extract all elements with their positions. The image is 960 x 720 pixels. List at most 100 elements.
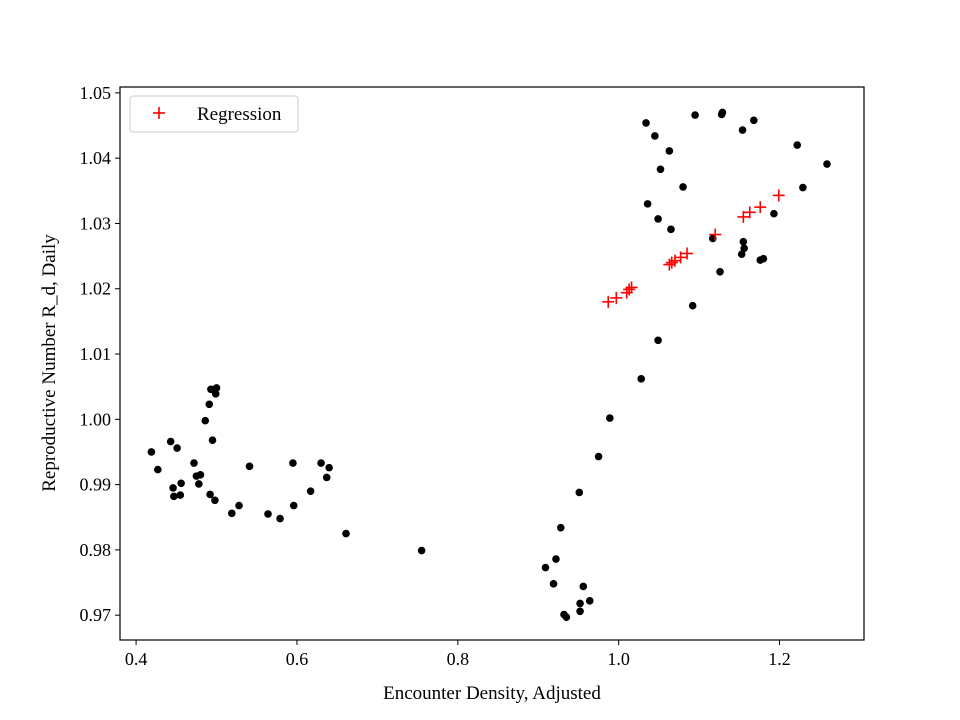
data-point [177,479,185,488]
data-point [166,437,175,446]
data-point [211,496,219,505]
data-point [667,225,675,234]
y-tick-label: 0.97 [80,605,112,625]
regression-point [754,201,767,214]
data-point [541,563,550,572]
regression-point [743,206,756,219]
data-point [306,487,315,495]
regression-point [610,291,623,304]
x-tick-label: 1.0 [607,649,630,669]
data-point [716,267,724,276]
data-point [770,209,778,218]
data-point [585,597,594,605]
data-point [637,375,646,383]
data-point [665,147,674,155]
data-point [212,384,221,392]
regression-point [772,189,785,202]
regression-point [623,283,636,296]
data-point [579,582,588,591]
data-point [576,607,584,616]
data-point [691,111,699,119]
data-point [154,465,162,474]
data-point [235,501,243,510]
y-tick-label: 0.98 [80,540,112,560]
data-point [190,459,198,467]
x-axis-ticks: 0.4 0.6 0.8 1.0 1.2 [125,640,791,669]
data-point [556,523,565,532]
y-axis-label: Reproductive Number R_d, Daily [39,234,60,492]
data-point [205,400,214,409]
data-point [562,613,571,621]
data-point [739,237,748,246]
data-point [679,183,687,191]
data-point [552,555,560,563]
data-point [643,200,652,208]
data-point [147,448,156,456]
data-point [738,126,747,134]
data-point [201,416,210,425]
data-point [575,488,584,497]
y-tick-label: 1.02 [80,279,112,299]
data-point [793,141,802,149]
data-point [688,301,697,310]
data-point [576,599,584,608]
data-point [208,436,217,445]
data-point [656,165,665,174]
data-point [196,471,205,479]
y-tick-label: 1.03 [80,213,112,233]
y-axis-ticks: 0.97 0.98 0.99 1.00 1.01 1.02 1.03 1.04 1.05 [80,83,120,625]
x-axis-label: Encounter Density, Adjusted [383,683,601,704]
data-point [170,492,178,501]
data-point [594,452,603,461]
x-tick-label: 0.8 [447,649,470,669]
data-point [195,480,203,488]
data-point [642,119,650,127]
data-point [759,254,768,263]
y-tick-label: 1.01 [80,344,112,364]
data-point [737,250,746,258]
legend-label-regression: Regression [197,104,282,125]
x-tick-label: 1.2 [768,649,791,669]
data-point [718,108,727,117]
data-point [276,514,284,523]
data-point [169,484,177,492]
regression-point [602,295,615,308]
data-point [549,580,558,588]
legend-marker-regression [153,107,165,119]
data-point [289,501,298,510]
y-tick-label: 1.04 [80,148,112,168]
y-tick-label: 1.00 [80,409,112,429]
x-tick-label: 0.4 [125,649,148,669]
plot-marks [147,108,831,621]
regression-point [709,228,722,241]
data-point [289,459,297,467]
regression-point [737,210,750,223]
data-point [417,546,426,555]
legend: Regression [129,95,299,133]
y-tick-label: 1.05 [80,83,112,103]
data-point [322,473,331,482]
x-tick-label: 0.6 [286,649,309,669]
data-point [245,462,254,471]
y-tick-label: 0.99 [80,475,112,495]
data-point [651,132,659,140]
data-point [342,529,350,538]
regression-point [681,247,694,260]
regression-point [665,256,678,269]
data-point [654,336,662,345]
data-point [325,463,333,472]
data-point [176,491,185,499]
data-point [228,509,236,518]
legend-box [129,95,299,133]
data-point [606,414,614,422]
data-point [264,510,272,518]
data-point [206,490,214,499]
data-point [823,160,831,168]
data-point [740,244,748,253]
data-point [750,116,758,125]
plot-frame [119,86,865,641]
data-point [317,459,325,467]
data-point [799,183,807,192]
regression-point [625,281,638,294]
